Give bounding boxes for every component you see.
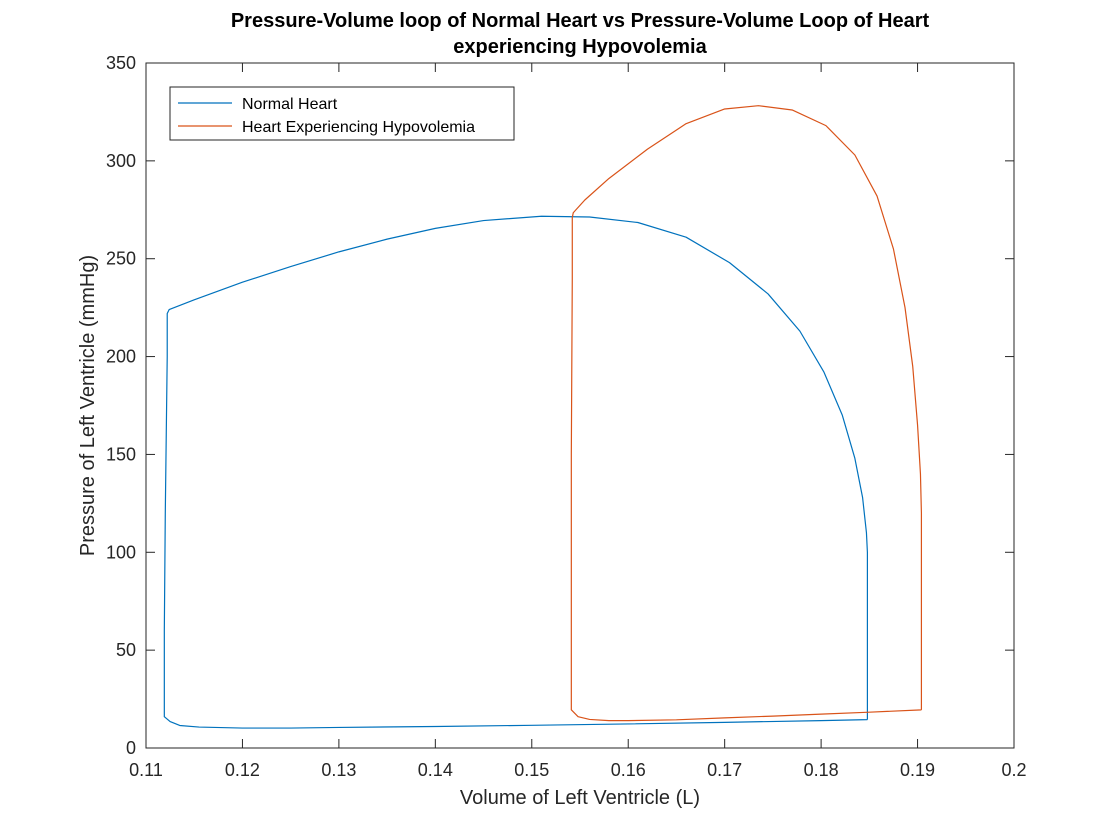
x-tick-label: 0.12 [225, 760, 260, 780]
y-tick-label: 200 [106, 347, 136, 367]
y-tick-label: 0 [126, 738, 136, 758]
ticks-layer: 0.11 0.12 0.13 0.14 0.15 0.16 0.17 0.18 0.19 0.2 0… [106, 53, 1027, 780]
x-tick-label: 0.2 [1001, 760, 1026, 780]
y-tick-label: 350 [106, 53, 136, 73]
x-tick-label: 0.11 [129, 760, 163, 780]
plot-area: 0.11 0.12 0.13 0.14 0.15 0.16 0.17 0.18 0.19 0.2 0… [106, 53, 1027, 780]
legend: Normal Heart Heart Experiencing Hypovole… [169, 86, 515, 141]
x-tick-label: 0.19 [900, 760, 935, 780]
series-line-hypovolemia [570, 105, 923, 722]
y-tick-label: 150 [106, 444, 136, 464]
x-tick-label: 0.18 [804, 760, 839, 780]
x-tick-label: 0.13 [321, 760, 356, 780]
x-tick-label: 0.15 [514, 760, 549, 780]
y-tick-label: 100 [106, 542, 136, 562]
series-layer [163, 105, 923, 729]
x-tick-label: 0.17 [707, 760, 742, 780]
y-axis-label: Pressure of Left Ventricle (mmHg) [77, 255, 99, 556]
y-tick-label: 250 [106, 249, 136, 269]
legend-label-normal-heart: Normal Heart [242, 96, 338, 113]
y-tick-label: 50 [116, 640, 136, 660]
legend-box [169, 86, 515, 141]
legend-label-hypovolemia: Heart Experiencing Hypovolemia [242, 119, 475, 136]
chart-title-line-2: experiencing Hypovolemia [453, 36, 707, 58]
x-tick-label: 0.16 [611, 760, 646, 780]
series-line-normal-heart [163, 215, 868, 729]
y-tick-label: 300 [106, 151, 136, 171]
x-axis-label: Volume of Left Ventricle (L) [460, 787, 700, 809]
axes-box [145, 62, 1015, 749]
x-tick-label: 0.14 [418, 760, 453, 780]
chart-title-line-1: Pressure-Volume loop of Normal Heart vs … [231, 10, 930, 32]
